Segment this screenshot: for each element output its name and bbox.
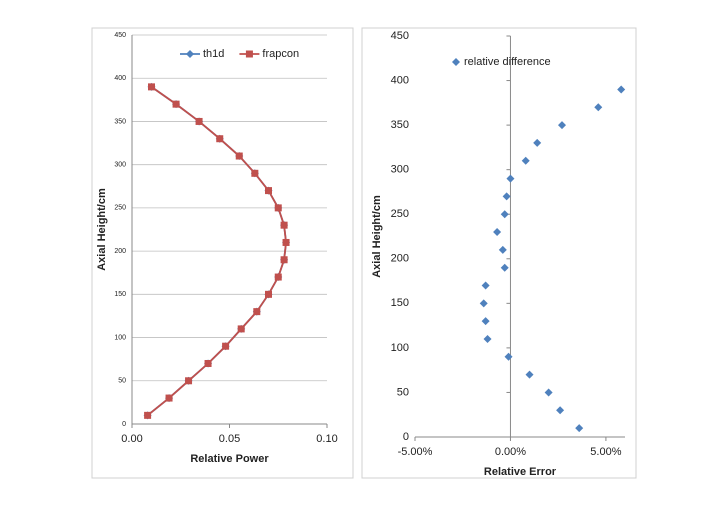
point (506, 174, 515, 183)
point (280, 221, 288, 229)
point (500, 210, 509, 219)
y-tick-label: 350 (391, 119, 409, 131)
legend-label: th1d (203, 48, 224, 60)
y-axis-title: Axial Height/cm (96, 188, 108, 271)
point (502, 192, 511, 201)
chart-panel (91, 27, 354, 479)
point (148, 83, 155, 91)
point (498, 245, 507, 254)
x-axis-title: Relative Power (190, 453, 269, 465)
y-tick-label: 400 (114, 75, 126, 82)
point (253, 308, 261, 316)
point (280, 256, 288, 264)
y-tick-label: 150 (114, 291, 126, 298)
point (504, 352, 513, 361)
x-tick-label: 0.10 (316, 433, 337, 445)
point (575, 424, 584, 433)
y-tick-label: 150 (391, 297, 409, 309)
point (185, 377, 193, 385)
point (533, 138, 542, 147)
point (172, 100, 180, 108)
point (265, 187, 272, 195)
point (493, 228, 502, 237)
legend-label: relative difference (464, 56, 551, 68)
x-tick-label: 5.00% (590, 446, 621, 458)
y-axis-title: Axial Height/cm (371, 195, 383, 278)
point (144, 411, 152, 419)
point (558, 121, 566, 130)
point (481, 281, 490, 290)
point (483, 334, 492, 343)
point (274, 273, 282, 281)
point (544, 388, 553, 397)
point (282, 238, 290, 246)
point (481, 317, 490, 326)
y-tick-label: 200 (114, 248, 126, 255)
point (204, 359, 212, 367)
point (617, 85, 626, 94)
y-tick-label: 200 (391, 253, 409, 265)
legend-marker (186, 50, 194, 58)
y-tick-label: 100 (114, 334, 126, 341)
point (594, 103, 603, 112)
y-tick-label: 100 (391, 342, 409, 354)
x-tick-label: 0.00 (121, 433, 142, 445)
x-tick-label: 0.00% (495, 446, 526, 458)
y-tick-label: 300 (391, 164, 409, 176)
y-tick-label: 250 (391, 208, 409, 220)
point (556, 406, 565, 415)
point (195, 117, 203, 125)
point (525, 370, 534, 379)
point (274, 204, 282, 212)
y-tick-label: 50 (397, 386, 409, 398)
y-tick-label: 250 (114, 205, 126, 212)
chart-panel (361, 27, 637, 479)
point (251, 169, 259, 177)
y-tick-label: 0 (122, 421, 126, 428)
point (235, 152, 243, 160)
y-tick-label: 450 (114, 32, 126, 39)
x-axis-title: Relative Error (484, 466, 557, 478)
point (521, 156, 530, 165)
y-tick-label: 300 (114, 162, 126, 169)
point (237, 325, 245, 333)
point (165, 394, 173, 402)
y-tick-label: 350 (114, 118, 126, 125)
x-tick-label: 0.05 (219, 433, 240, 445)
point (222, 342, 230, 350)
point (479, 299, 488, 308)
point (500, 263, 509, 272)
x-tick-label: -5.00% (398, 446, 433, 458)
legend-label: frapcon (262, 48, 299, 60)
legend-marker (452, 58, 460, 66)
y-tick-label: 400 (391, 74, 409, 86)
y-tick-label: 50 (118, 378, 126, 385)
legend-marker (245, 50, 253, 58)
y-tick-label: 450 (391, 30, 409, 42)
point (265, 290, 272, 298)
y-tick-label: 0 (403, 431, 409, 443)
point (216, 135, 224, 143)
